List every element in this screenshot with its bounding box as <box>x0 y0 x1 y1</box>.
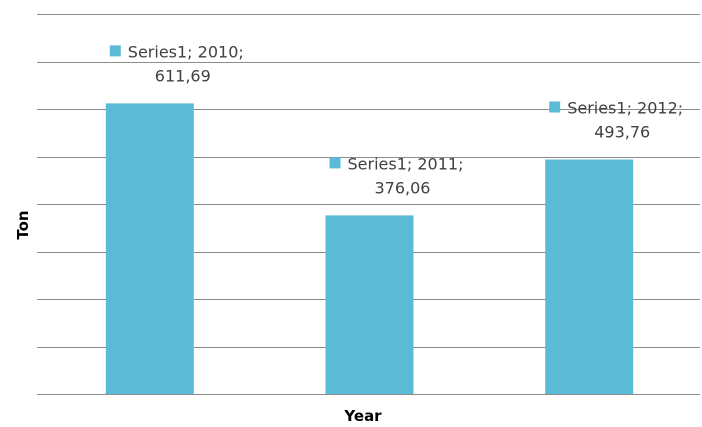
y-axis-title: Ton <box>14 210 32 239</box>
data-labels: Series1; 2010; 611,69 Series1; 2011; 376,06… <box>109 42 683 197</box>
data-label-value: 611,69 <box>155 66 211 85</box>
bars <box>105 103 634 395</box>
data-label-2011: Series1; 2011; 376,06 <box>329 154 464 197</box>
bar-2010 <box>105 103 194 395</box>
data-label-value: 376,06 <box>375 178 431 197</box>
bar-2011 <box>325 215 414 394</box>
bar-2012 <box>545 159 634 394</box>
legend-key-icon <box>329 157 341 169</box>
data-label-line1: Series1; 2012; <box>567 99 683 118</box>
data-label-2010: Series1; 2010; 611,69 <box>109 42 244 85</box>
x-axis-title: Year <box>343 407 382 425</box>
legend-key-icon <box>549 101 561 113</box>
data-label-line1: Series1; 2010; <box>128 42 244 61</box>
data-label-2012: Series1; 2012; 493,76 <box>549 99 683 142</box>
legend-key-icon <box>109 45 121 57</box>
data-label-value: 493,76 <box>594 123 650 142</box>
data-label-line1: Series1; 2011; <box>348 154 464 173</box>
